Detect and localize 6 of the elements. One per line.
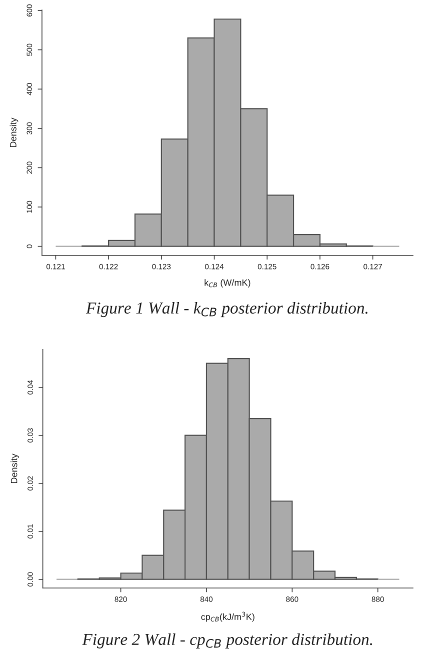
y-axis-title: Density bbox=[10, 118, 18, 148]
caption: Figure 1 Wall - k$_{CB}$ posterior distribution. bbox=[86, 302, 368, 318]
y-axis-title: Density bbox=[10, 454, 20, 484]
caption: Figure 2 Wall - cp$_{CB}$ posterior distribution. bbox=[82, 633, 372, 648]
x-axis-title: cp$_{CB}$(kJ/m$^{3}$K) bbox=[201, 612, 254, 622]
x-axis-title: k$_{CB}$ (W/mK) bbox=[204, 279, 250, 288]
